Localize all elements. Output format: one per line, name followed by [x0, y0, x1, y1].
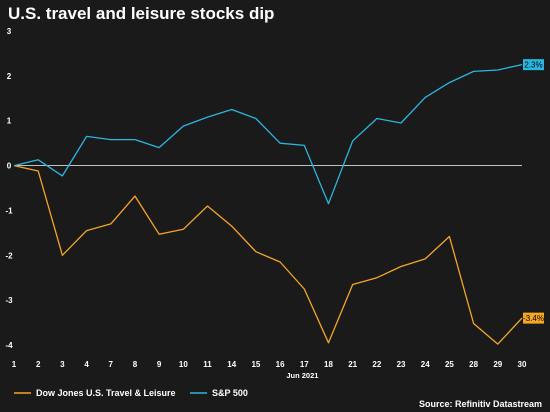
x-tick-label: 15 — [251, 360, 260, 369]
x-tick-label: 25 — [445, 360, 454, 369]
legend-label-1: S&P 500 — [212, 388, 248, 398]
x-sublabel: Jun 2021 — [286, 371, 318, 380]
series-line-0 — [13, 164, 523, 345]
x-tick-label: 17 — [300, 360, 309, 369]
x-tick-label: 10 — [179, 360, 188, 369]
y-tick-label: 0 — [7, 162, 12, 171]
x-tick-label: 21 — [348, 360, 357, 369]
x-tick-label: 14 — [227, 360, 236, 369]
series-line-1 — [13, 63, 523, 205]
end-label-box-0 — [523, 312, 544, 324]
x-tick-label: 18 — [324, 360, 333, 369]
y-tick-label: 3 — [7, 27, 12, 36]
x-tick-label: 3 — [60, 360, 65, 369]
x-tick-label: 9 — [157, 360, 162, 369]
x-tick-label: 30 — [518, 360, 527, 369]
x-tick-label: 8 — [133, 360, 138, 369]
y-tick-label: -3 — [5, 296, 13, 305]
y-tick-label: -2 — [5, 251, 13, 260]
y-tick-label: 2 — [7, 72, 12, 81]
chart-title: U.S. travel and leisure stocks dip — [8, 4, 275, 23]
end-label-1: 2.3% — [524, 61, 542, 70]
x-tick-label: 2 — [36, 360, 41, 369]
x-tick-label: 24 — [421, 360, 430, 369]
y-tick-label: 1 — [7, 117, 12, 126]
y-tick-label: -1 — [5, 206, 13, 215]
x-tick-label: 7 — [109, 360, 114, 369]
x-tick-label: 29 — [493, 360, 502, 369]
x-tick-label: 11 — [203, 360, 212, 369]
source-note: Source: Refinitiv Datastream — [418, 399, 542, 409]
end-label-box-1 — [523, 59, 544, 71]
x-tick-label: 22 — [372, 360, 381, 369]
x-tick-label: 1 — [12, 360, 17, 369]
x-tick-label: 16 — [276, 360, 285, 369]
y-tick-label: -4 — [5, 341, 13, 350]
x-tick-label: 28 — [469, 360, 478, 369]
x-tick-label: 4 — [84, 360, 89, 369]
legend-label-0: Dow Jones U.S. Travel & Leisure — [36, 388, 176, 398]
end-label-0: -3.4% — [523, 314, 544, 323]
x-tick-label: 23 — [397, 360, 406, 369]
